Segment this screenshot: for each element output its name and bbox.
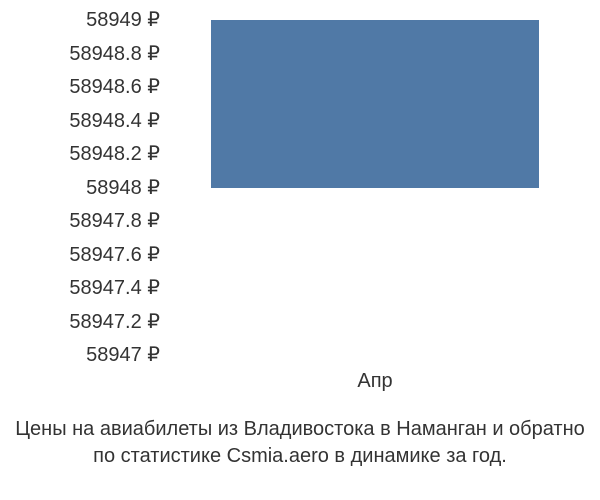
y-tick-label: 58947.2 ₽ (10, 312, 160, 332)
y-tick-label: 58948.4 ₽ (10, 111, 160, 131)
y-axis: 58949 ₽ 58948.8 ₽ 58948.6 ₽ 58948.4 ₽ 58948.… (10, 10, 160, 365)
y-tick-label: 58947.6 ₽ (10, 245, 160, 265)
y-tick-label: 58948 ₽ (10, 178, 160, 198)
price-chart: 58949 ₽ 58948.8 ₽ 58948.6 ₽ 58948.4 ₽ 58948.… (10, 10, 590, 410)
x-tick-label: Апр (357, 370, 392, 393)
y-tick-label: 58947 ₽ (10, 345, 160, 365)
x-axis: Апр (165, 370, 585, 400)
y-tick-label: 58948.2 ₽ (10, 144, 160, 164)
caption-line-2: по статистике Csmia.aero в динамике за г… (0, 443, 600, 470)
caption-line-1: Цены на авиабилеты из Владивостока в Нам… (0, 416, 600, 443)
bar (211, 20, 539, 188)
y-tick-label: 58949 ₽ (10, 10, 160, 30)
plot-area (165, 20, 585, 355)
y-tick-label: 58948.6 ₽ (10, 77, 160, 97)
y-tick-label: 58947.4 ₽ (10, 278, 160, 298)
y-tick-label: 58947.8 ₽ (10, 211, 160, 231)
chart-caption: Цены на авиабилеты из Владивостока в Нам… (0, 416, 600, 470)
y-tick-label: 58948.8 ₽ (10, 44, 160, 64)
